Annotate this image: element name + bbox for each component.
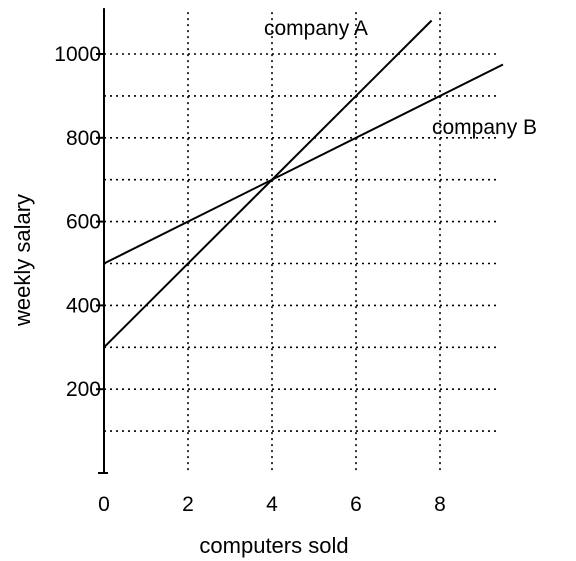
series-labels: company A company B <box>264 17 537 139</box>
grid <box>104 12 497 473</box>
y-tick-label: 400 <box>66 294 101 317</box>
x-tick-label: 0 <box>98 493 110 516</box>
y-tick-label: 800 <box>66 127 101 150</box>
series-label-company-b: company B <box>432 116 537 139</box>
x-tick-label: 2 <box>182 493 194 516</box>
y-axis-label: weekly salary <box>10 194 35 327</box>
series-line-company-a <box>103 19 433 349</box>
series-label-company-a: company A <box>264 17 368 40</box>
series-line-company-b <box>103 63 504 265</box>
x-tick-label: 4 <box>266 493 278 516</box>
y-tick-label: 600 <box>66 211 101 234</box>
x-tick-label: 6 <box>350 493 362 516</box>
x-tick-label: 8 <box>434 493 446 516</box>
series <box>103 19 504 349</box>
y-tick-label: 1000 <box>54 43 101 66</box>
ticks: 0 2 4 6 8 200 400 600 800 1000 <box>54 43 446 516</box>
x-axis-label: computers sold <box>199 533 348 558</box>
axes <box>98 8 108 474</box>
y-tick-label: 200 <box>66 378 101 401</box>
